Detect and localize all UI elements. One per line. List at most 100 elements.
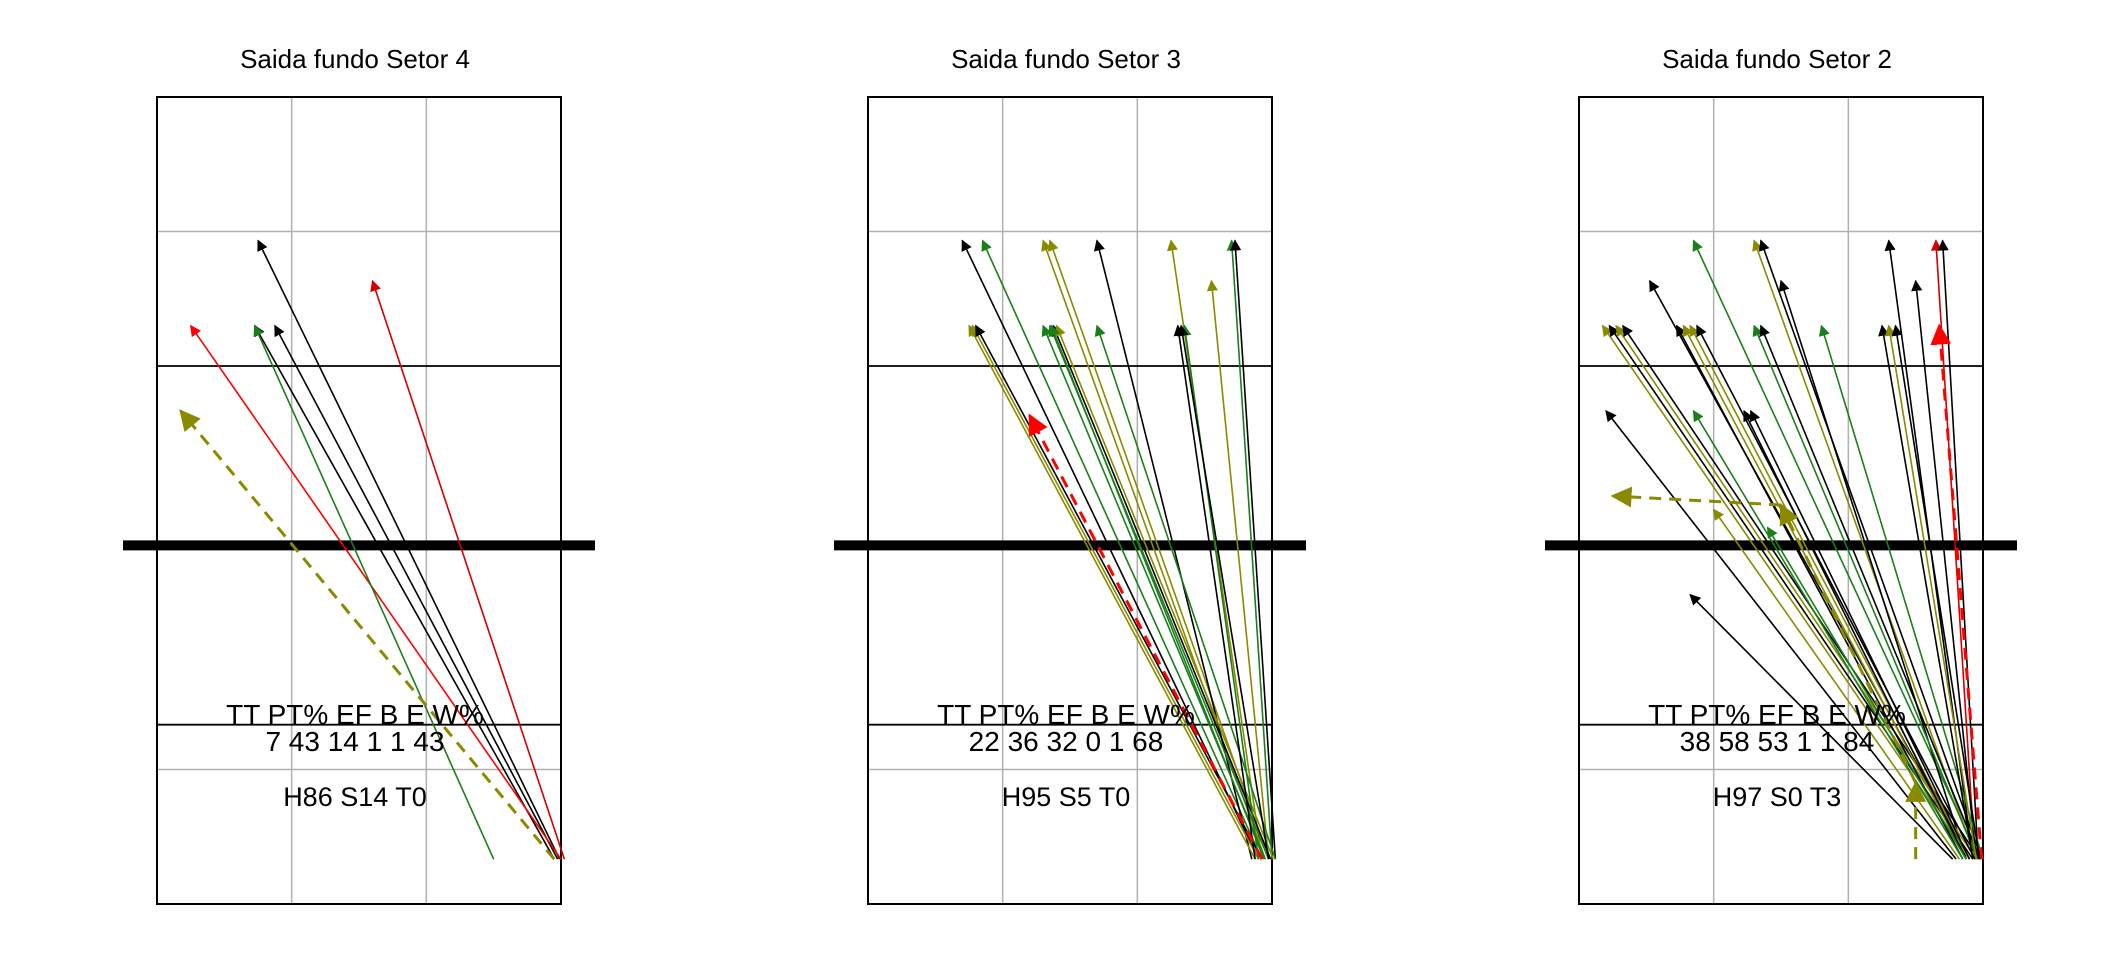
attack-arrow (253, 324, 495, 860)
attack-arrow (1601, 324, 1971, 860)
attack-arrow (1766, 526, 1967, 860)
arrows-group (1601, 239, 1984, 860)
attack-arrow (190, 324, 562, 860)
court (834, 96, 1306, 905)
attack-arrow (1749, 409, 1971, 860)
attack-arrow (1648, 279, 1971, 860)
attack-arrow (1778, 279, 1967, 860)
stats-value-cell: 53 (1750, 726, 1789, 757)
stats-value-cell: 1 (1101, 726, 1124, 757)
stats-header-row: TT PT% EF B E W% (226, 699, 484, 730)
arrows-group (961, 239, 1277, 860)
attack-arrow (1752, 324, 1979, 860)
attack-arrow (370, 279, 566, 860)
stats-value-cell: 36 (1000, 726, 1039, 757)
attack-arrow (1884, 324, 1978, 860)
attack-arrow (1818, 324, 1984, 860)
attack-arrow (981, 239, 1263, 860)
attack-arrow (1615, 324, 1977, 860)
court (1545, 96, 2017, 905)
attack-arrow (1930, 323, 1984, 860)
stats-header-row: TT PT% EF B E W% (1648, 699, 1906, 730)
court (123, 96, 595, 905)
stats-header-cell: EF (1750, 699, 1794, 730)
stats-value-cell: 84 (1835, 726, 1874, 757)
attack-arrow (1177, 324, 1270, 860)
court-border (156, 96, 562, 905)
stats-value-row: 22 36 32 0 1 68 (969, 726, 1164, 757)
stats-header-cell: TT (1648, 699, 1682, 730)
attack-arrow (1758, 239, 1983, 860)
stats-header-row: TT PT% EF B E W% (937, 699, 1195, 730)
panel-1: Saida fundo Setor 4 TT PT% EF B E W% 7 4… (123, 44, 595, 905)
stats-header-cell: B (372, 699, 398, 730)
panel-footer: H95 S5 T0 (1002, 782, 1131, 812)
panel-title: Saida fundo Setor 4 (240, 44, 470, 74)
attack-arrow (1891, 324, 1981, 860)
stats-header-cell: E (1820, 699, 1846, 730)
stats-value-cell: 22 (969, 726, 1000, 757)
attack-arrow (961, 239, 1260, 860)
panel-footer: H86 S14 T0 (283, 782, 427, 812)
court-border (867, 96, 1273, 905)
arrows-group (179, 239, 566, 861)
stats-value-cell: 43 (406, 726, 445, 757)
stats-value-cell: 32 (1039, 726, 1078, 757)
stats-header-cell: B (1794, 699, 1820, 730)
court-border (1578, 96, 1984, 905)
attack-arrow (1622, 324, 1981, 860)
attack-arrow (1696, 324, 1976, 860)
panel-title: Saida fundo Setor 2 (1662, 44, 1892, 74)
attack-arrow (1911, 279, 1978, 860)
stats-value-cell: 1 (1812, 726, 1835, 757)
stats-header-cell: W% (1136, 699, 1195, 730)
attack-arrow (1692, 239, 1981, 860)
attack-arrow (1051, 324, 1272, 860)
attack-arrow (1675, 324, 1964, 860)
attack-arrow (971, 324, 1260, 860)
stats-header-cell: W% (1847, 699, 1906, 730)
stats-header-cell: EF (1039, 699, 1083, 730)
attack-arrow (1180, 324, 1260, 860)
stats-header-cell: PT% (260, 699, 328, 730)
stats-header-cell: PT% (1682, 699, 1750, 730)
stats-value-row: 38 58 53 1 1 84 (1680, 726, 1875, 757)
stats-header-cell: W% (425, 699, 484, 730)
panel-2: Saida fundo Setor 3 TT PT% EF B E W% 22 … (834, 44, 1306, 905)
stats-value-cell: 1 (1789, 726, 1812, 757)
attack-arrow (1605, 409, 1957, 860)
attack-arrow (253, 324, 555, 860)
attack-arrow (1206, 279, 1270, 860)
stats-value-cell: 14 (320, 726, 359, 757)
attack-arrow (968, 324, 1256, 860)
attack-arrow (1689, 593, 1954, 860)
attack-arrow (1878, 324, 1974, 860)
stats-header-cell: E (1109, 699, 1135, 730)
attack-arrow (1173, 324, 1256, 860)
attack-arrow (1779, 503, 1918, 784)
stats-header-cell: EF (328, 699, 372, 730)
panel-3: Saida fundo Setor 2 TT PT% EF B E W% 38 … (1545, 44, 2017, 905)
attack-arrow (257, 239, 561, 860)
stats-value-row: 7 43 14 1 1 43 (265, 726, 444, 757)
attack-arrow (1743, 409, 1967, 860)
panel-title: Saida fundo Setor 3 (951, 44, 1181, 74)
attack-arrow (1049, 324, 1265, 860)
attack-arrow (1610, 486, 1782, 508)
stats-header-cell: TT (937, 699, 971, 730)
stats-header-cell: B (1083, 699, 1109, 730)
stats-value-cell: 43 (281, 726, 320, 757)
stats-header-cell: E (398, 699, 424, 730)
attack-arrow (274, 324, 559, 860)
stats-header-cell: PT% (971, 699, 1039, 730)
attack-arrow (1752, 239, 1978, 860)
stats-value-cell: 0 (1078, 726, 1101, 757)
stats-value-cell: 58 (1711, 726, 1750, 757)
attack-arrow (1055, 324, 1275, 860)
stats-header-cell: TT (226, 699, 260, 730)
attack-arrow (1759, 324, 1982, 860)
attack-arrow (1230, 239, 1277, 860)
attack-arrow (1226, 239, 1273, 860)
stats-value-cell: 38 (1680, 726, 1711, 757)
